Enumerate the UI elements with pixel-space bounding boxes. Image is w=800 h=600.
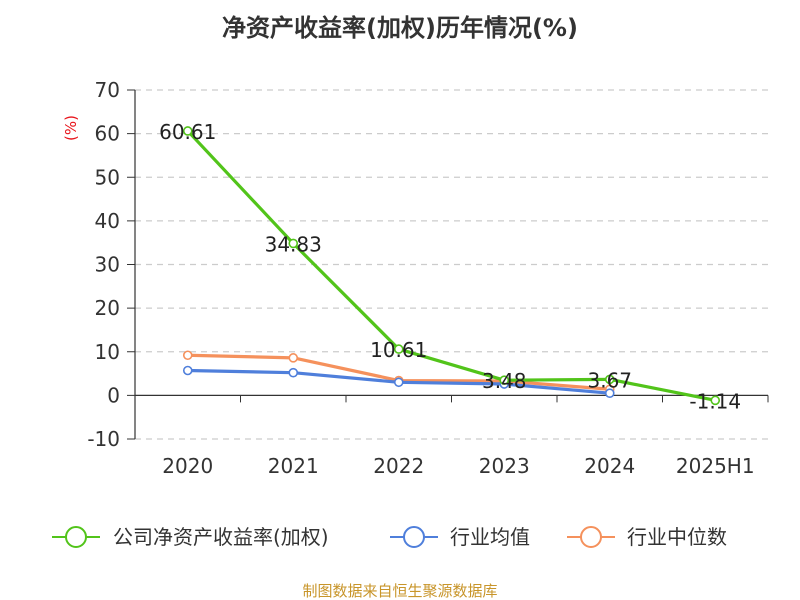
data-point-marker <box>604 374 615 385</box>
x-tick-label: 2022 <box>373 454 424 478</box>
data-label: 34.83 <box>265 232 322 256</box>
legend: 公司净资产收益率(加权) 行业均值 行业中位数 <box>52 525 727 549</box>
data-point-marker <box>393 377 404 388</box>
y-tick-label: 60 <box>95 122 120 146</box>
data-point-marker <box>393 344 404 354</box>
source-note: 制图数据来自恒生聚源数据库 <box>302 582 497 600</box>
data-labels: 60.61 34.83 10.61 3.48 3.67 -1.14 <box>159 120 741 413</box>
data-point-marker <box>182 126 193 136</box>
x-tick-label: 2023 <box>479 454 530 478</box>
data-label: 10.61 <box>370 338 427 362</box>
y-tick-label: 20 <box>95 296 120 320</box>
x-tick-label: 2020 <box>162 454 213 478</box>
y-tick-label: 10 <box>95 340 120 364</box>
x-tick-label: 2025H1 <box>676 454 755 478</box>
y-tick-label: -10 <box>87 427 120 451</box>
y-tick-label: 30 <box>95 253 120 277</box>
data-point-marker <box>182 350 193 361</box>
legend-item: 行业均值 <box>390 525 530 549</box>
y-tick-label: 50 <box>95 165 120 189</box>
legend-label: 行业均值 <box>450 525 530 549</box>
data-label: 3.67 <box>587 368 632 392</box>
data-point-marker <box>604 388 615 398</box>
x-tick-label: 2024 <box>584 454 635 478</box>
data-label: 60.61 <box>159 120 216 144</box>
legend-item: 公司净资产收益率(加权) <box>52 525 329 549</box>
legend-marker-icon <box>65 526 87 548</box>
x-tick-label: 2021 <box>268 454 319 478</box>
y-tick-label: 40 <box>95 209 120 233</box>
series-lines <box>182 126 721 406</box>
y-axis-unit-label: (%) <box>62 115 80 141</box>
data-point-marker <box>288 353 299 363</box>
data-point-marker <box>288 238 299 249</box>
legend-label: 公司净资产收益率(加权) <box>113 525 329 549</box>
data-point-marker <box>182 365 193 376</box>
axes: 70 60 50 40 30 20 10 0 -10 2020 2021 2022 2023 2024 20… <box>87 78 769 478</box>
series-line-0 <box>186 129 717 402</box>
legend-item: 行业中位数 <box>567 525 727 549</box>
legend-marker-icon <box>580 526 602 548</box>
data-point-marker <box>288 367 299 378</box>
legend-marker-icon <box>403 526 425 548</box>
y-tick-label: 70 <box>95 78 120 102</box>
grid-lines <box>135 89 768 440</box>
data-label: -1.14 <box>689 389 741 413</box>
data-point-marker <box>710 395 721 406</box>
data-label: 3.48 <box>482 369 527 393</box>
legend-label: 行业中位数 <box>627 525 727 549</box>
y-tick-label: 0 <box>107 383 120 407</box>
chart-title: 净资产收益率(加权)历年情况(%) <box>222 14 578 42</box>
data-point-marker <box>499 375 510 385</box>
